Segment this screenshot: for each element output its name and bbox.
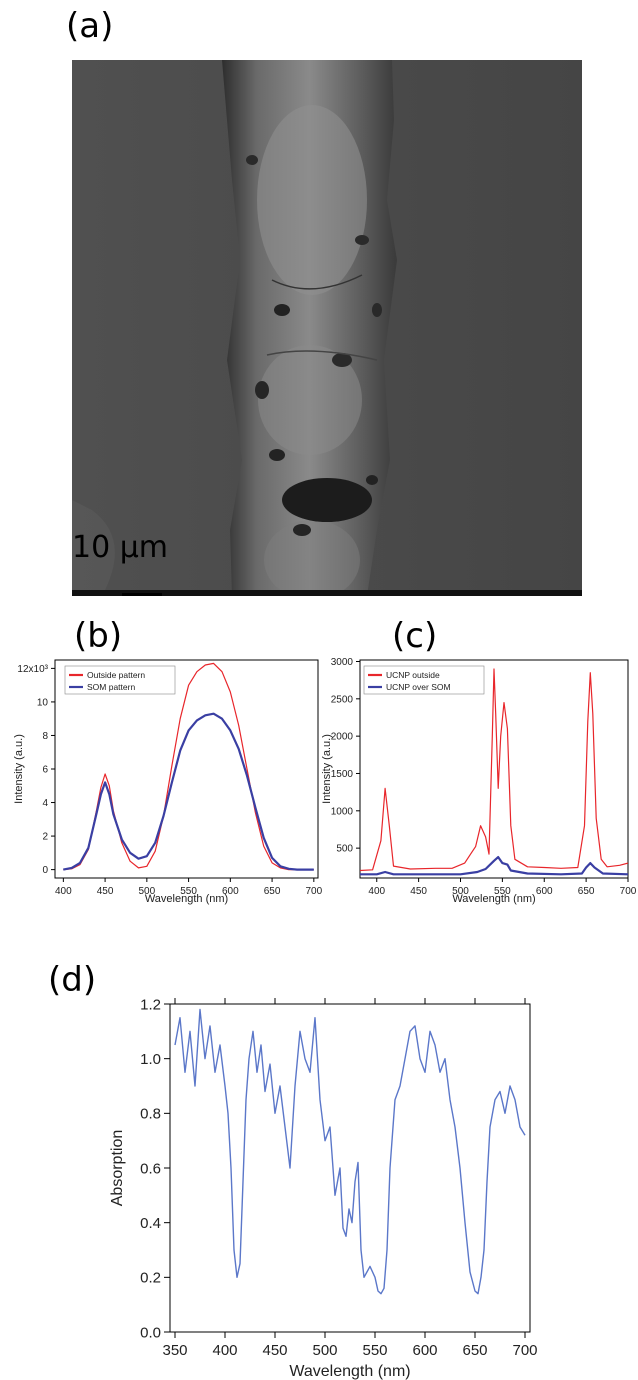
scale-bar-label: 10 µm (72, 530, 169, 565)
y-tick-label: 0.2 (140, 1270, 161, 1287)
series-line-2 (63, 712, 314, 871)
y-tick-label: 0.0 (140, 1324, 161, 1341)
x-tick-label: 550 (494, 886, 511, 897)
chart-b: 0 2 4 6 8 10 12x10³ 400 450 500 550 600 650 700 Wavele… (13, 659, 323, 905)
x-tick-label: 700 (512, 1342, 537, 1359)
x-tick-label: 500 (138, 886, 155, 897)
panel-label-a: (a) (66, 6, 114, 46)
x-tick-label: 700 (620, 886, 637, 897)
y-tick-label: 1.0 (140, 1051, 161, 1068)
y-tick-label: 1.2 (140, 996, 161, 1013)
y-tick-label: 2000 (331, 732, 354, 743)
y-tick-label: 8 (42, 731, 48, 742)
scale-bar (122, 593, 162, 596)
y-tick-label: 1500 (331, 769, 354, 780)
x-tick-label: 450 (262, 1342, 287, 1359)
x-tick-label: 600 (536, 886, 553, 897)
y-tick-label: 2 (42, 832, 48, 843)
y-axis-label: Intensity (a.u.) (321, 734, 333, 804)
sem-micrograph: 10 µm (72, 60, 582, 596)
legend-box (64, 665, 176, 695)
y-tick-label: 1000 (331, 806, 354, 817)
y-tick-label: 500 (336, 844, 353, 855)
y-tick-label: 6 (42, 765, 48, 776)
y-tick-label: 0 (42, 865, 48, 876)
legend-box (363, 665, 485, 695)
x-axis-label: Wavelength (nm) (452, 893, 535, 905)
panel-label-d: (d) (48, 960, 97, 1000)
legend-label: SOM pattern (87, 682, 135, 692)
x-tick-label: 650 (578, 886, 595, 897)
y-axis-label: Intensity (a.u.) (13, 734, 25, 804)
panel-label-c: (c) (392, 616, 438, 656)
legend-label: Outside pattern (87, 670, 145, 680)
legend-label: UCNP over SOM (386, 682, 451, 692)
x-tick-label: 500 (452, 886, 469, 897)
plot-frame (169, 1003, 531, 1333)
x-axis-label: Wavelength (nm) (289, 1363, 410, 1380)
y-tick-label: 2500 (331, 694, 354, 705)
legend-label: UCNP outside (386, 670, 440, 680)
x-tick-label: 500 (312, 1342, 337, 1359)
x-tick-label: 350 (162, 1342, 187, 1359)
y-tick-label: 3000 (331, 657, 354, 668)
x-tick-label: 600 (222, 886, 239, 897)
y-tick-label: 4 (42, 798, 48, 809)
series-line-1 (360, 668, 628, 872)
x-tick-label: 650 (462, 1342, 487, 1359)
y-tick-label: 0.4 (140, 1215, 161, 1232)
x-tick-label: 450 (410, 886, 427, 897)
x-tick-label: 700 (305, 886, 322, 897)
series-line-2 (360, 856, 628, 876)
x-tick-label: 400 (55, 886, 72, 897)
x-axis-label: Wavelength (nm) (145, 893, 228, 905)
y-tick-label: 0.6 (140, 1160, 161, 1177)
series-line-1 (174, 1008, 526, 1295)
chart-c: 500 1000 1500 2000 2500 3000 400 450 500 550 600 65… (321, 657, 637, 905)
x-tick-label: 550 (180, 886, 197, 897)
x-tick-label: 550 (362, 1342, 387, 1359)
y-tick-label: 12x10³ (17, 664, 48, 675)
x-tick-label: 400 (368, 886, 385, 897)
x-tick-label: 600 (412, 1342, 437, 1359)
plot-frame (359, 659, 629, 879)
x-tick-label: 650 (264, 886, 281, 897)
x-tick-label: 400 (212, 1342, 237, 1359)
panel-label-b: (b) (74, 616, 123, 656)
chart-d: 0.0 0.2 0.4 0.6 0.8 1.0 1.2 350 400 450 500 550 600 6… (109, 996, 538, 1380)
series-line-1 (63, 662, 314, 871)
y-tick-label: 10 (37, 697, 49, 708)
y-tick-label: 0.8 (140, 1106, 161, 1123)
x-tick-label: 450 (97, 886, 114, 897)
y-axis-label: Absorption (109, 1130, 126, 1207)
sem-image (72, 60, 582, 596)
